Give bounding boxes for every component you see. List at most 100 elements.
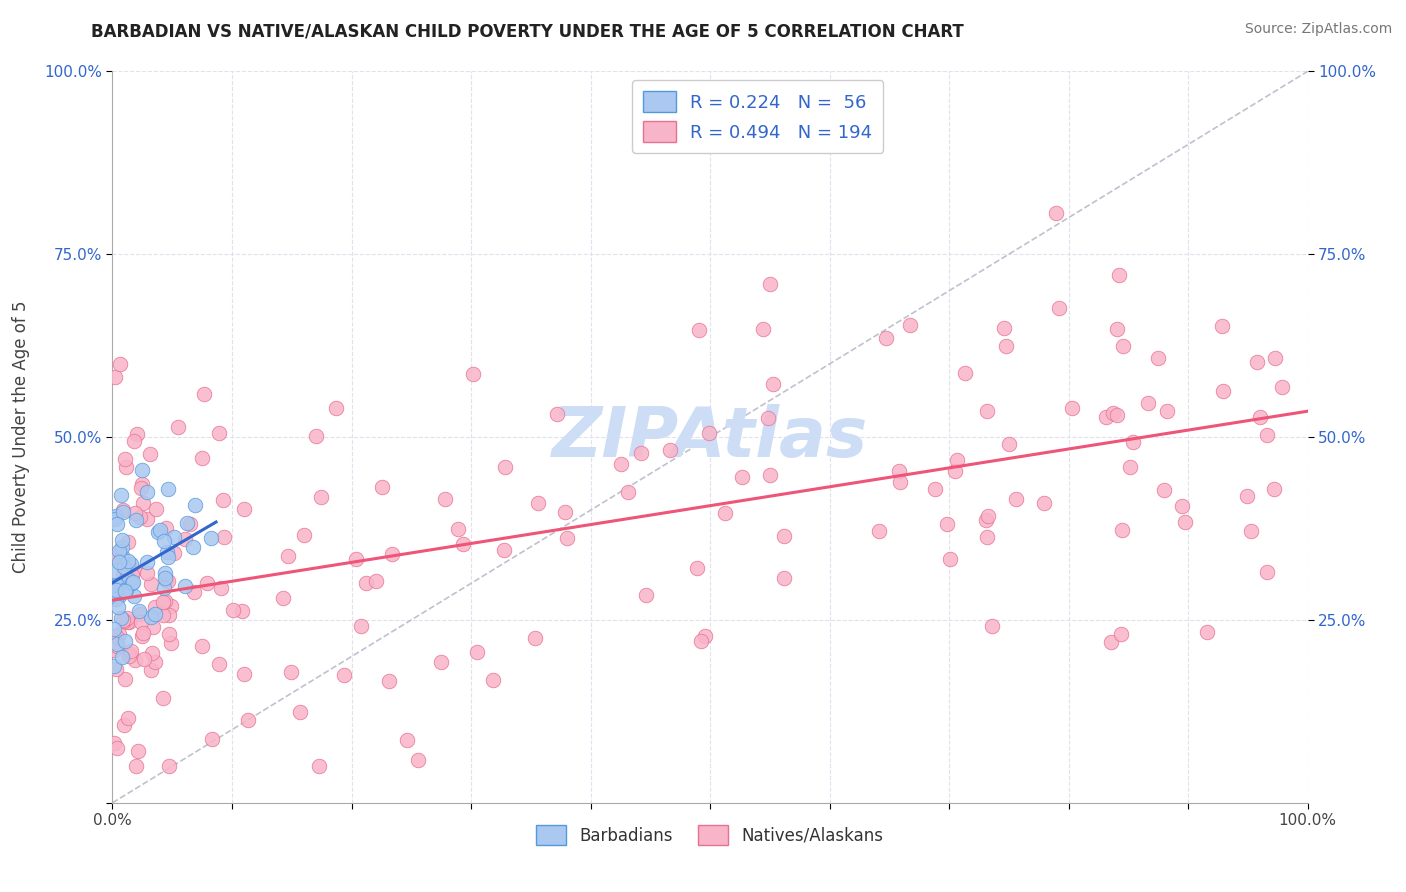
Point <box>184 498 207 512</box>
Point <box>114 615 136 629</box>
Point <box>104 583 127 598</box>
Point <box>492 542 515 557</box>
Point <box>231 604 253 618</box>
Point <box>114 633 136 648</box>
Point <box>617 484 640 499</box>
Point <box>311 490 333 504</box>
Point <box>104 662 127 676</box>
Point <box>610 458 633 472</box>
Point <box>305 428 328 442</box>
Point <box>381 547 404 561</box>
Point <box>114 672 136 686</box>
Point <box>141 646 163 660</box>
Point <box>277 549 299 564</box>
Point <box>527 496 550 510</box>
Point <box>325 401 347 415</box>
Point <box>143 655 166 669</box>
Point <box>107 599 129 614</box>
Point <box>103 622 125 636</box>
Point <box>1119 460 1142 475</box>
Point <box>105 508 128 523</box>
Point <box>149 524 172 538</box>
Point <box>135 512 157 526</box>
Point <box>1249 410 1271 425</box>
Point <box>153 581 176 595</box>
Point <box>461 367 484 381</box>
Point <box>756 411 779 425</box>
Point <box>524 631 547 645</box>
Point <box>163 530 186 544</box>
Point <box>110 358 132 372</box>
Point <box>103 512 125 526</box>
Point <box>121 576 143 591</box>
Point <box>105 629 128 643</box>
Point <box>105 517 128 532</box>
Point <box>308 759 330 773</box>
Point <box>157 759 180 773</box>
Point <box>195 576 218 591</box>
Point <box>117 570 139 584</box>
Point <box>132 495 155 509</box>
Point <box>1153 483 1175 498</box>
Point <box>112 614 135 628</box>
Point <box>465 645 488 659</box>
Point <box>156 482 179 496</box>
Point <box>120 557 142 571</box>
Point <box>105 637 128 651</box>
Point <box>200 531 222 545</box>
Point <box>1111 523 1133 537</box>
Point <box>103 659 125 673</box>
Point <box>139 610 162 624</box>
Point <box>1095 410 1118 425</box>
Point <box>271 591 294 606</box>
Point <box>714 506 737 520</box>
Point <box>730 470 752 484</box>
Text: BARBADIAN VS NATIVE/ALASKAN CHILD POVERTY UNDER THE AGE OF 5 CORRELATION CHART: BARBADIAN VS NATIVE/ALASKAN CHILD POVERT… <box>91 22 965 40</box>
Point <box>105 639 128 653</box>
Point <box>157 626 180 640</box>
Point <box>494 459 516 474</box>
Point <box>155 573 177 587</box>
Point <box>447 522 470 536</box>
Point <box>1062 401 1084 416</box>
Point <box>1246 355 1268 369</box>
Point <box>1111 338 1133 352</box>
Point <box>924 482 946 496</box>
Point <box>103 590 125 604</box>
Point <box>139 447 162 461</box>
Point <box>124 653 146 667</box>
Point <box>105 740 128 755</box>
Point <box>758 467 780 482</box>
Point <box>191 640 214 654</box>
Point <box>292 527 315 541</box>
Point <box>145 502 167 516</box>
Point <box>1047 301 1070 315</box>
Point <box>114 452 136 467</box>
Point <box>139 663 162 677</box>
Point <box>157 608 180 623</box>
Point <box>129 615 152 630</box>
Point <box>111 649 134 664</box>
Point <box>135 555 157 569</box>
Point <box>115 615 138 629</box>
Point <box>117 535 139 549</box>
Point <box>153 571 176 585</box>
Point <box>1211 318 1233 333</box>
Point <box>1263 482 1285 496</box>
Point <box>751 321 773 335</box>
Point <box>887 464 910 478</box>
Point <box>125 512 148 526</box>
Point <box>209 581 232 595</box>
Point <box>183 584 205 599</box>
Point <box>875 331 897 345</box>
Point <box>117 611 139 625</box>
Point <box>129 509 152 524</box>
Point <box>943 464 966 478</box>
Point <box>288 705 311 719</box>
Point <box>233 667 256 681</box>
Point <box>1109 627 1132 641</box>
Point <box>993 321 1015 335</box>
Point <box>104 549 127 563</box>
Point <box>174 579 197 593</box>
Point <box>127 744 149 758</box>
